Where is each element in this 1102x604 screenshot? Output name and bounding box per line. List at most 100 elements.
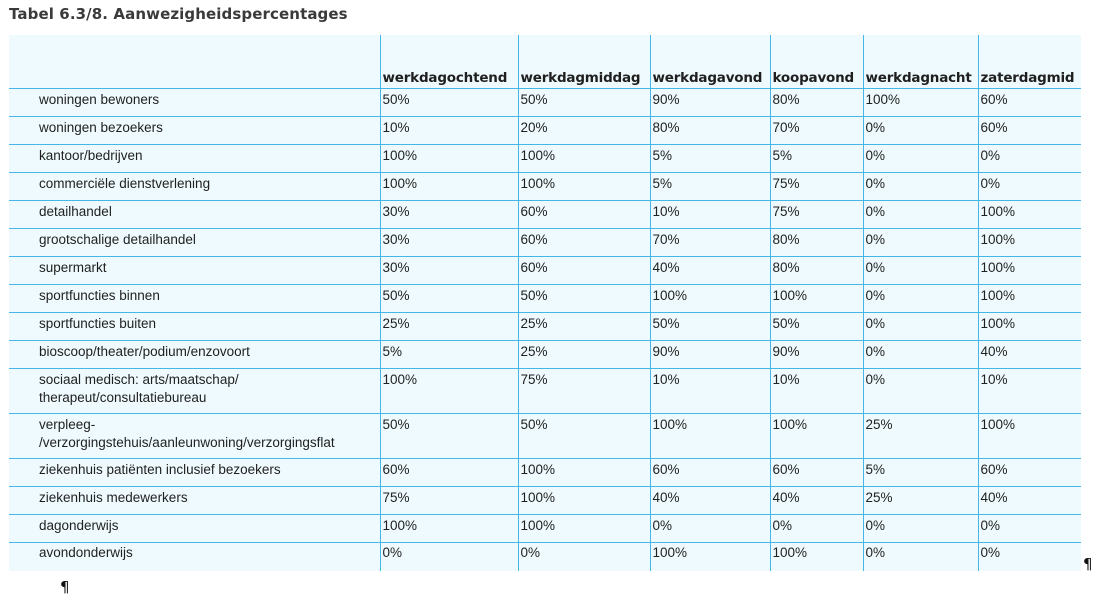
pilcrow-mark: ¶ bbox=[60, 578, 70, 596]
value-cell: 25% bbox=[517, 312, 650, 341]
value-cell: 0% bbox=[862, 514, 978, 543]
row-label-cell: ziekenhuis medewerkers bbox=[9, 486, 380, 515]
row-label-line: woningen bewoners bbox=[39, 92, 160, 107]
value-cell: 0% bbox=[862, 228, 978, 257]
value-cell: 100% bbox=[517, 458, 650, 487]
row-label-cell: commerciële dienstverlening bbox=[9, 172, 380, 201]
value-cell: 100% bbox=[769, 542, 863, 571]
value-cell: 5% bbox=[862, 458, 978, 487]
table-row: avondonderwijs 0% 0% 100% 100% 0% 0% bbox=[9, 542, 1081, 571]
value-cell: 100% bbox=[977, 200, 1081, 229]
value-cell: 75% bbox=[769, 172, 863, 201]
value-cell: 70% bbox=[649, 228, 770, 257]
value-cell: 100% bbox=[517, 172, 650, 201]
row-label-cell: bioscoop/theater/podium/enzovoort bbox=[9, 340, 380, 369]
value-cell: 5% bbox=[649, 144, 770, 173]
value-cell: 0% bbox=[862, 368, 978, 414]
row-label-line: sportfuncties buiten bbox=[39, 316, 157, 331]
row-label-cell: dagonderwijs bbox=[9, 514, 380, 543]
table-row: woningen bewoners 50% 50% 90% 80% 100% 60% bbox=[9, 88, 1081, 117]
row-label-cell: sportfuncties buiten bbox=[9, 312, 380, 341]
row-label-line: woningen bezoekers bbox=[39, 120, 163, 135]
value-cell: 75% bbox=[769, 200, 863, 229]
column-header: werkdagavond bbox=[649, 35, 770, 89]
value-cell: 0% bbox=[862, 200, 978, 229]
row-label-line: ziekenhuis patiënten inclusief bezoekers bbox=[39, 462, 281, 477]
value-cell: 100% bbox=[977, 312, 1081, 341]
column-header: werkdagnacht bbox=[862, 35, 978, 89]
column-header: koopavond bbox=[769, 35, 863, 89]
value-cell: 0% bbox=[517, 542, 650, 571]
value-cell: 50% bbox=[379, 413, 518, 459]
column-header: werkdagmiddag bbox=[517, 35, 650, 89]
value-cell: 100% bbox=[649, 284, 770, 313]
value-cell: 40% bbox=[649, 486, 770, 515]
value-cell: 100% bbox=[649, 542, 770, 571]
table-row: kantoor/bedrijven 100% 100% 5% 5% 0% 0% bbox=[9, 144, 1081, 173]
value-cell: 5% bbox=[649, 172, 770, 201]
row-label-line: supermarkt bbox=[39, 260, 107, 275]
value-cell: 0% bbox=[862, 172, 978, 201]
value-cell: 0% bbox=[862, 284, 978, 313]
value-cell: 30% bbox=[379, 256, 518, 285]
value-cell: 80% bbox=[649, 116, 770, 145]
row-label-cell: grootschalige detailhandel bbox=[9, 228, 380, 257]
value-cell: 0% bbox=[977, 514, 1081, 543]
value-cell: 100% bbox=[977, 284, 1081, 313]
table-row: woningen bezoekers 10% 20% 80% 70% 0% 60% bbox=[9, 116, 1081, 145]
value-cell: 60% bbox=[517, 200, 650, 229]
value-cell: 10% bbox=[649, 200, 770, 229]
row-label-line: bioscoop/theater/podium/enzovoort bbox=[39, 344, 250, 359]
table-title: Tabel 6.3/8. Aanwezigheidspercentages bbox=[9, 5, 348, 23]
value-cell: 100% bbox=[517, 144, 650, 173]
table-row: verpleeg- /verzorgingstehuis/aanleunwonin… bbox=[9, 413, 1081, 459]
row-label-cell: verpleeg- /verzorgingstehuis/aanleunwonin… bbox=[9, 413, 380, 459]
row-label-line: /verzorgingstehuis/aanleunwoning/verzorg… bbox=[39, 435, 335, 450]
pilcrow-mark: ¶ bbox=[1083, 555, 1093, 573]
value-cell: 50% bbox=[769, 312, 863, 341]
value-cell: 0% bbox=[862, 340, 978, 369]
table-row: sportfuncties binnen 50% 50% 100% 100% 0% 100% bbox=[9, 284, 1081, 313]
value-cell: 60% bbox=[517, 256, 650, 285]
row-label-cell: detailhandel bbox=[9, 200, 380, 229]
value-cell: 80% bbox=[769, 228, 863, 257]
table-row: sociaal medisch: arts/maatschap/therapeu… bbox=[9, 368, 1081, 414]
row-label-line: avondonderwijs bbox=[39, 545, 133, 560]
value-cell: 25% bbox=[517, 340, 650, 369]
value-cell: 100% bbox=[769, 413, 863, 459]
value-cell: 0% bbox=[977, 144, 1081, 173]
value-cell: 75% bbox=[517, 368, 650, 414]
value-cell: 75% bbox=[379, 486, 518, 515]
table-row: bioscoop/theater/podium/enzovoort 5% 25% 90… bbox=[9, 340, 1081, 369]
value-cell: 100% bbox=[862, 88, 978, 117]
table-row: sportfuncties buiten 25% 25% 50% 50% 0% 100% bbox=[9, 312, 1081, 341]
row-label-line: ziekenhuis medewerkers bbox=[39, 490, 188, 505]
row-label-cell: sociaal medisch: arts/maatschap/therapeu… bbox=[9, 368, 380, 414]
row-label-line: sociaal medisch: arts/maatschap/ bbox=[39, 372, 239, 387]
value-cell: 100% bbox=[977, 413, 1081, 459]
value-cell: 0% bbox=[862, 144, 978, 173]
value-cell: 0% bbox=[379, 542, 518, 571]
value-cell: 90% bbox=[769, 340, 863, 369]
value-cell: 60% bbox=[769, 458, 863, 487]
value-cell: 30% bbox=[379, 200, 518, 229]
value-cell: 0% bbox=[977, 542, 1081, 571]
value-cell: 0% bbox=[769, 514, 863, 543]
value-cell: 60% bbox=[649, 458, 770, 487]
row-label-line: therapeut/consultatiebureau bbox=[39, 390, 207, 405]
value-cell: 0% bbox=[862, 312, 978, 341]
value-cell: 60% bbox=[977, 116, 1081, 145]
value-cell: 60% bbox=[517, 228, 650, 257]
value-cell: 25% bbox=[862, 486, 978, 515]
value-cell: 40% bbox=[649, 256, 770, 285]
column-header: werkdagochtend bbox=[379, 35, 518, 89]
value-cell: 80% bbox=[769, 88, 863, 117]
value-cell: 60% bbox=[977, 458, 1081, 487]
value-cell: 40% bbox=[769, 486, 863, 515]
value-cell: 100% bbox=[379, 144, 518, 173]
value-cell: 60% bbox=[977, 88, 1081, 117]
row-label-line: dagonderwijs bbox=[39, 518, 119, 533]
row-label-cell: supermarkt bbox=[9, 256, 380, 285]
attendance-table: werkdagochtend werkdagmiddag werkdagavon… bbox=[9, 35, 1081, 571]
value-cell: 100% bbox=[379, 514, 518, 543]
